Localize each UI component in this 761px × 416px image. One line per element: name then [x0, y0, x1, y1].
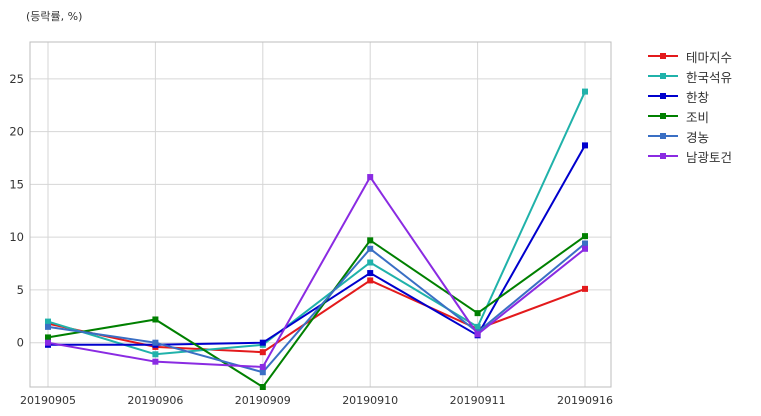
y-tick-label: 20: [9, 125, 24, 139]
legend-item: 경농: [648, 126, 732, 146]
legend-swatch: [648, 130, 678, 142]
legend-label: 조비: [686, 109, 710, 125]
legend-label: 남광토건: [686, 149, 733, 165]
data-point: [474, 331, 481, 338]
data-point: [367, 270, 374, 277]
data-point: [152, 351, 159, 358]
legend-item: 조비: [648, 106, 732, 126]
y-tick-label: 25: [9, 72, 24, 86]
data-point: [367, 277, 374, 284]
series-line: [47, 91, 586, 356]
x-tick-label: 20190911: [450, 394, 506, 407]
tick-labels: 0 5 10 15 20 25 20190905 20190906 20190909 201909…: [9, 72, 613, 407]
legend-swatch: [648, 70, 678, 82]
legend-swatch: [648, 50, 678, 62]
data-point: [582, 240, 588, 247]
unit-label: (등락률, %): [26, 10, 83, 23]
data-point: [259, 363, 266, 370]
data-point: [45, 339, 51, 346]
legend-label: 한창: [686, 89, 710, 105]
grid-lines: [30, 42, 611, 387]
data-point: [45, 323, 51, 330]
series-line: [47, 175, 586, 368]
legend-item: 한창: [648, 86, 732, 106]
series-line: [47, 279, 586, 354]
plot-frame: [29, 41, 612, 388]
x-tick-label: 20190909: [235, 394, 291, 407]
x-tick-label: 20190910: [342, 394, 398, 407]
data-point: [474, 323, 481, 330]
data-point: [474, 310, 481, 317]
y-tick-label: 15: [9, 177, 24, 191]
data-point: [152, 358, 159, 365]
legend-label: 경농: [686, 129, 710, 145]
legend-label: 한국석유: [686, 69, 733, 85]
series-layer: [45, 88, 588, 390]
data-point: [259, 369, 266, 376]
data-point: [45, 334, 51, 341]
data-point: [582, 245, 588, 252]
x-tick-label: 20190906: [127, 394, 183, 407]
data-point: [152, 339, 159, 346]
data-point: [582, 285, 588, 292]
y-tick-label: 5: [17, 283, 24, 297]
data-point: [367, 259, 374, 266]
legend-item: 테마지수: [648, 46, 732, 66]
series-line: [47, 235, 586, 389]
data-point: [259, 384, 266, 390]
legend-swatch: [648, 150, 678, 162]
data-point: [152, 316, 159, 323]
data-point: [582, 88, 588, 95]
series-line: [47, 242, 586, 374]
data-point: [367, 237, 374, 244]
data-point: [582, 233, 588, 240]
data-point: [259, 339, 266, 346]
y-tick-label: 0: [17, 336, 24, 350]
legend-item: 한국석유: [648, 66, 732, 86]
legend-swatch: [648, 110, 678, 122]
legend-swatch: [648, 90, 678, 102]
legend-label: 테마지수: [686, 49, 733, 65]
y-tick-label: 10: [9, 230, 24, 244]
data-point: [582, 142, 588, 149]
data-point: [367, 174, 374, 181]
legend-item: 남광토건: [648, 146, 732, 166]
axes: [29, 41, 612, 388]
data-point: [45, 318, 51, 325]
data-point: [259, 349, 266, 356]
x-tick-label: 20190905: [20, 394, 76, 407]
series-line: [48, 144, 586, 346]
x-tick-label: 20190916: [557, 394, 613, 407]
data-point: [367, 245, 374, 252]
